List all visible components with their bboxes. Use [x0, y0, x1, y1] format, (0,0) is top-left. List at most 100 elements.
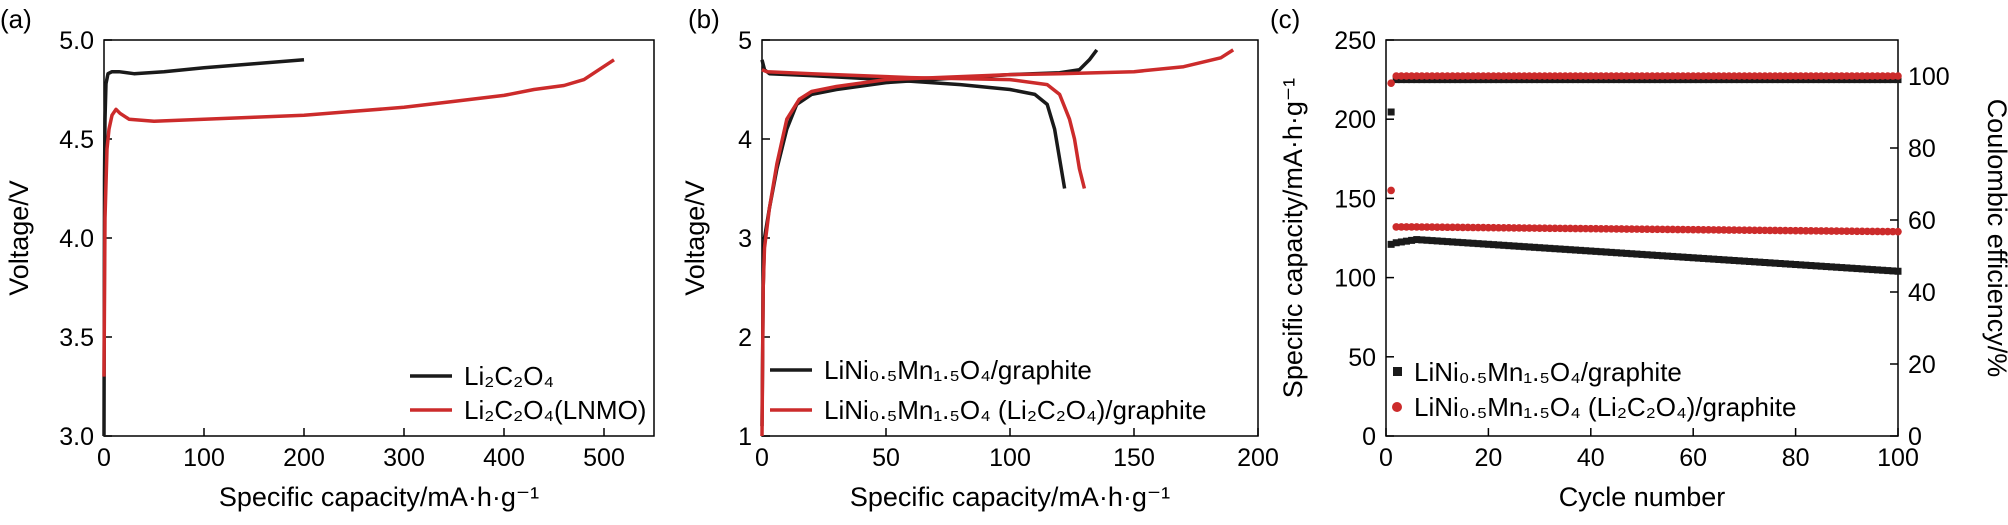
panel-b-series-2-discharge-line — [761, 68, 1087, 189]
panel-c-xtick-label: 80 — [1782, 444, 1810, 472]
capacity-point-series-1 — [1402, 237, 1410, 245]
capacity-point-series-1 — [1705, 255, 1713, 263]
panel-c-ytick-label: 50 — [1348, 344, 1376, 372]
capacity-point-series-1 — [1797, 261, 1805, 269]
panel-b: (b) 0 50 100 150 200 1 2 3 4 5 Specific capacity/… — [680, 4, 1279, 512]
capacity-point-series-1 — [1879, 266, 1887, 274]
panel-a-plot-frame — [103, 39, 655, 437]
legend-label-li2c2o4-lnmo: Li₂C₂O₄(LNMO) — [464, 395, 646, 425]
capacity-point-series-1 — [1418, 236, 1426, 244]
capacity-point-series-1 — [1751, 258, 1759, 266]
capacity-point-series-1 — [1464, 239, 1472, 247]
capacity-point-series-1 — [1500, 241, 1508, 249]
capacity-point-series-1 — [1684, 253, 1692, 261]
capacity-point-series-1 — [1612, 249, 1620, 257]
capacity-point-series-1 — [1740, 257, 1748, 265]
capacity-point-series-1 — [1679, 253, 1687, 261]
panel-c-ytick-label: 0 — [1362, 423, 1376, 451]
capacity-point-series-1 — [1730, 256, 1738, 264]
panel-c-ytick-label: 200 — [1334, 106, 1376, 134]
panel-c-xtick-label: 40 — [1577, 444, 1605, 472]
capacity-point-series-1 — [1792, 261, 1800, 269]
capacity-point-series-1 — [1776, 260, 1784, 268]
panel-b-xtick-label: 50 — [872, 444, 900, 472]
panel-a-legend: Li₂C₂O₄ Li₂C₂O₄(LNMO) — [410, 361, 646, 425]
panel-b-ylabel: Voltage/V — [680, 180, 710, 296]
capacity-point-series-1 — [1725, 256, 1733, 264]
capacity-point-series-1 — [1474, 240, 1482, 248]
capacity-point-series-1 — [1530, 243, 1538, 251]
capacity-point-series-1 — [1848, 264, 1856, 272]
capacity-point-series-1 — [1874, 266, 1882, 274]
capacity-point-series-1 — [1408, 236, 1416, 244]
legend-label-lnmo-li2c2o4-graphite-c: LiNi₀.₅Mn₁.₅O₄ (Li₂C₂O₄)/graphite — [1414, 392, 1796, 422]
capacity-point-series-1 — [1592, 247, 1600, 255]
capacity-point-series-1 — [1577, 246, 1585, 254]
capacity-point-series-1 — [1561, 245, 1569, 253]
capacity-point-series-1 — [1556, 245, 1564, 253]
capacity-point-series-1 — [1766, 259, 1774, 267]
capacity-point-series-1 — [1536, 244, 1544, 252]
panel-c-y2tick-label: 40 — [1908, 279, 1936, 307]
panel-c-ytick-label: 150 — [1334, 185, 1376, 213]
capacity-point-series-1 — [1807, 262, 1815, 270]
panel-c-ytick-label: 250 — [1334, 27, 1376, 55]
capacity-point-series-1 — [1648, 251, 1656, 259]
capacity-point-series-1 — [1597, 248, 1605, 256]
capacity-point-series-1 — [1628, 250, 1636, 258]
capacity-point-series-1 — [1653, 251, 1661, 259]
capacity-point-series-1 — [1674, 253, 1682, 261]
panel-b-ytick-label: 4 — [738, 126, 752, 154]
efficiency-point-series-2 — [1387, 79, 1395, 87]
capacity-point-series-1 — [1397, 238, 1405, 246]
panel-c: (c) 0 20 40 60 80 100050100150200250020406080… — [1270, 4, 2008, 512]
panel-b-ytick-label: 2 — [738, 324, 752, 352]
capacity-point-series-1 — [1479, 240, 1487, 248]
capacity-point-series-1 — [1505, 242, 1513, 250]
panel-a-xtick-label: 400 — [483, 444, 525, 472]
panel-b-xtick-label: 0 — [755, 444, 769, 472]
panel-a-ytick-label: 4.5 — [59, 126, 94, 154]
efficiency-point-series-2 — [1894, 72, 1902, 80]
capacity-point-series-1 — [1413, 236, 1421, 244]
panel-c-y2tick-label: 100 — [1908, 63, 1950, 91]
panel-b-ytick-label: 3 — [738, 225, 752, 253]
capacity-point-series-1 — [1853, 265, 1861, 273]
capacity-point-series-1 — [1761, 259, 1769, 267]
panel-c-xtick-label: 20 — [1474, 444, 1502, 472]
capacity-point-series-1 — [1812, 262, 1820, 270]
panel-a-xtick-label: 0 — [97, 444, 111, 472]
panel-c-y2tick-label: 60 — [1908, 207, 1936, 235]
capacity-point-series-1 — [1566, 246, 1574, 254]
capacity-point-series-1 — [1515, 242, 1523, 250]
panel-a-xlabel: Specific capacity/mA·h·g⁻¹ — [219, 482, 539, 512]
panel-a-label: (a) — [0, 4, 32, 34]
panel-c-ytick-label: 100 — [1334, 265, 1376, 293]
panel-b-legend: LiNi₀.₅Mn₁.₅O₄/graphite LiNi₀.₅Mn₁.₅O₄ (… — [770, 355, 1206, 425]
capacity-point-series-1 — [1525, 243, 1533, 251]
panel-b-xtick-label: 150 — [1113, 444, 1155, 472]
panel-c-y2tick-label: 0 — [1908, 423, 1922, 451]
panel-a-xtick-label: 500 — [583, 444, 625, 472]
capacity-point-series-1 — [1735, 257, 1743, 265]
panel-a-ytick-label: 5.0 — [59, 27, 94, 55]
panel-b-series-2-charge-line — [760, 48, 1235, 437]
capacity-point-series-2 — [1387, 186, 1395, 195]
efficiency-point-series-1 — [1387, 108, 1395, 116]
capacity-point-series-1 — [1638, 250, 1646, 258]
capacity-point-series-1 — [1587, 247, 1595, 255]
capacity-point-series-1 — [1802, 261, 1810, 269]
capacity-point-series-1 — [1838, 264, 1846, 272]
capacity-point-series-1 — [1858, 265, 1866, 273]
capacity-point-series-1 — [1756, 258, 1764, 266]
panel-b-xlabel: Specific capacity/mA·h·g⁻¹ — [850, 482, 1170, 512]
capacity-point-series-1 — [1658, 252, 1666, 260]
capacity-point-series-1 — [1843, 264, 1851, 272]
capacity-point-series-1 — [1618, 249, 1626, 257]
capacity-point-series-1 — [1822, 263, 1830, 271]
capacity-point-series-1 — [1469, 239, 1477, 247]
legend-label-lnmo-li2c2o4-graphite: LiNi₀.₅Mn₁.₅O₄ (Li₂C₂O₄)/graphite — [824, 395, 1206, 425]
capacity-point-series-1 — [1571, 246, 1579, 254]
capacity-point-series-1 — [1454, 238, 1462, 246]
